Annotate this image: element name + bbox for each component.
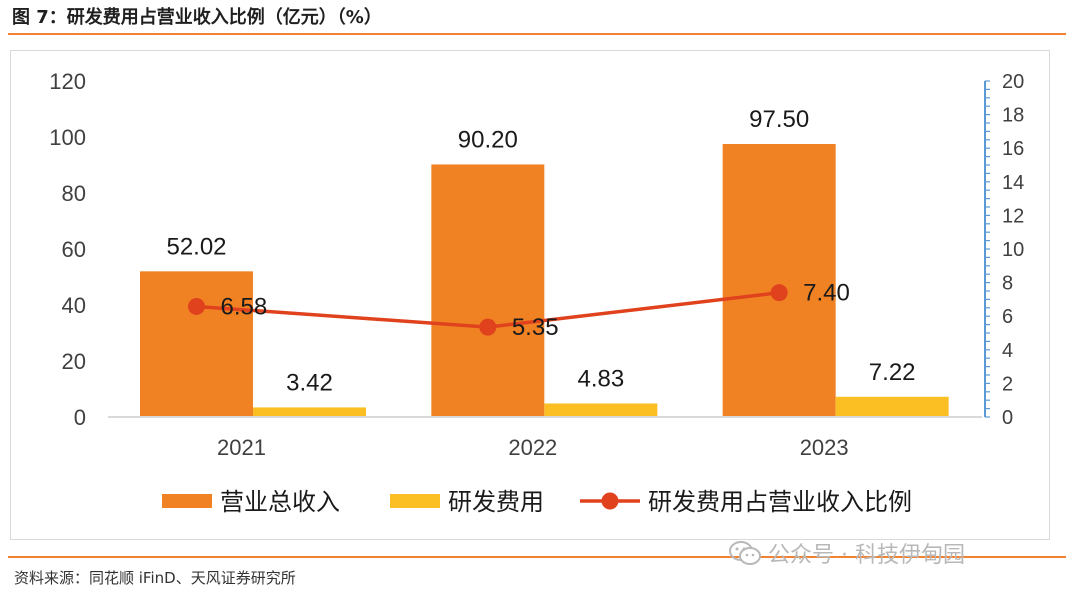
bar-revenue — [722, 144, 836, 417]
source-note: 资料来源：同花顺 iFinD、天风证券研究所 — [14, 569, 296, 587]
data-label-rd: 7.22 — [869, 359, 916, 386]
data-label-revenue: 52.02 — [166, 233, 226, 260]
top-divider — [8, 33, 1066, 35]
bar-revenue — [140, 271, 253, 417]
legend-label-ratio: 研发费用占营业收入比例 — [648, 489, 912, 516]
watermark: 公众号 · 科技伊甸园 — [728, 537, 965, 569]
y-left-tick-label: 20 — [62, 349, 86, 374]
y-left-tick-label: 100 — [49, 125, 86, 150]
watermark-text: 公众号 · 科技伊甸园 — [768, 543, 965, 568]
y-right-tick-label: 20 — [1002, 71, 1024, 93]
bar-revenue — [431, 164, 545, 417]
figure-title: 图 7：研发费用占营业收入比例（亿元）（%） — [12, 7, 382, 28]
y-left-tick-label: 60 — [62, 237, 86, 262]
y-right-tick-label: 8 — [1002, 273, 1013, 295]
ratio-point — [770, 284, 788, 302]
bar-rd — [544, 403, 658, 417]
y-left-tick-label: 0 — [74, 405, 86, 430]
y-right-tick-label: 16 — [1002, 138, 1024, 160]
bottom-divider — [8, 556, 1066, 558]
y-right-tick-label: 4 — [1002, 340, 1013, 362]
ratio-point — [479, 318, 497, 336]
legend-label-revenue: 营业总收入 — [220, 489, 340, 516]
y-left-tick-label: 120 — [49, 69, 86, 94]
data-label-revenue: 97.50 — [749, 106, 809, 133]
y-right-tick-label: 6 — [1002, 306, 1013, 328]
data-label-ratio: 6.58 — [221, 293, 268, 320]
x-tick-label: 2021 — [217, 435, 266, 460]
y-right-tick-label: 12 — [1002, 205, 1024, 227]
legend-swatch-revenue — [162, 494, 212, 508]
data-label-rd: 4.83 — [577, 365, 624, 392]
bar-rd — [253, 407, 366, 417]
data-label-ratio: 7.40 — [803, 280, 850, 307]
combo-chart: 0 20 40 60 80 100 120 0 2 4 6 8 10 12 14 16 18 20 52.02 3.4… — [49, 69, 1024, 516]
bar-rd — [835, 396, 949, 417]
wechat-icon — [729, 541, 761, 565]
legend-swatch-rd — [390, 494, 440, 508]
y-left-tick-label: 80 — [62, 181, 86, 206]
data-label-rd: 3.42 — [286, 369, 333, 396]
legend-marker-ratio — [601, 492, 619, 510]
data-label-ratio: 5.35 — [512, 314, 559, 341]
chart-frame — [10, 50, 1050, 540]
x-tick-label: 2022 — [508, 435, 557, 460]
data-label-revenue: 90.20 — [458, 126, 518, 153]
y-right-tick-label: 14 — [1002, 172, 1024, 194]
y-left-tick-label: 40 — [62, 293, 86, 318]
y-right-tick-label: 2 — [1002, 373, 1013, 395]
x-tick-label: 2023 — [800, 435, 849, 460]
y-right-tick-label: 18 — [1002, 105, 1024, 127]
ratio-point — [188, 297, 205, 315]
y-right-tick-label: 10 — [1002, 239, 1024, 261]
legend-label-rd: 研发费用 — [448, 489, 544, 516]
y-right-tick-label: 0 — [1002, 407, 1013, 429]
